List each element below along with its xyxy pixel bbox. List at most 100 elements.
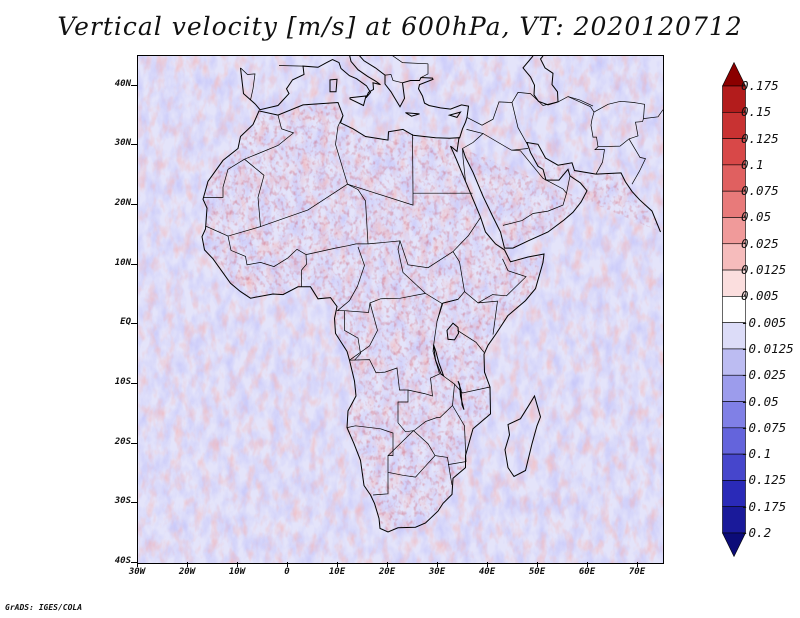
border-segment (278, 65, 304, 67)
border-segment (593, 100, 645, 148)
vertical-velocity-field (138, 56, 663, 563)
madagascar-coastline (504, 394, 542, 478)
border-segment (466, 101, 529, 146)
border-segment (349, 302, 378, 361)
grads-credit: GrADS: IGES/COLA (5, 603, 83, 612)
colorbar-tick-label: 0.125 (741, 130, 779, 146)
border-segment (420, 63, 429, 78)
colorbar-tick-label: -0.1 (741, 446, 772, 462)
lat-tick-label: 20N (114, 198, 131, 209)
lon-tick-mark (237, 562, 238, 567)
colorbar-min-triangle (722, 532, 746, 557)
lon-tick-label: 40E (478, 567, 496, 577)
border-segment (397, 373, 455, 433)
colorbar-tick-label: -0.05 (741, 393, 779, 409)
border-segment (436, 299, 458, 322)
coastlines (201, 56, 661, 533)
lon-tick-label: 70E (628, 567, 646, 577)
colorbar-tick-label: -0.005 (741, 314, 787, 330)
lat-tick-label: EQ (120, 317, 131, 328)
border-segment (203, 158, 245, 198)
border-segment (566, 175, 571, 194)
colorbar-tick-label: 0.005 (741, 288, 779, 304)
colorbar-tick-label: 0.075 (741, 183, 779, 199)
lat-tick-mark (131, 204, 137, 206)
lon-tick-mark (387, 562, 388, 567)
map-title: Vertical velocity [m/s] at 600hPa, VT: 2… (57, 12, 743, 41)
lat-tick-label: 10N (114, 257, 131, 268)
border-segment (344, 310, 361, 361)
border-segment (567, 96, 594, 107)
colorbar-tick-label: 0.05 (741, 209, 772, 225)
lat-tick-mark (131, 562, 137, 563)
lat-tick-label: 40S (114, 556, 131, 566)
border-segment (452, 251, 465, 292)
colorbar (722, 62, 746, 557)
lake-victoria-outline (446, 322, 460, 341)
border-segment (227, 158, 307, 287)
lon-tick-label: 30W (128, 567, 146, 577)
lat-tick-label: 20S (114, 436, 131, 447)
border-segment (399, 217, 481, 269)
border-segment (643, 109, 663, 119)
lake-malawi-outline (457, 380, 465, 410)
colorbar-tick-label: 0.025 (741, 235, 779, 251)
lon-tick-mark (537, 562, 538, 567)
lat-tick-mark (131, 263, 137, 265)
colorbar-tick-label: -0.125 (741, 472, 787, 488)
colorbar-tick-label: 0.175 (741, 78, 779, 93)
border-segment (477, 258, 527, 304)
lat-tick-label: 30N (114, 138, 131, 149)
border-segment (462, 148, 466, 182)
lat-tick-mark (131, 383, 137, 385)
lat-tick-label: 30S (114, 496, 131, 507)
sardinia-coastline (329, 78, 338, 93)
lon-tick-label: 20E (378, 567, 396, 577)
lat-tick-mark (131, 84, 137, 86)
lon-tick-label: 0 (284, 567, 290, 577)
lat-tick-mark (131, 442, 137, 444)
lat-tick-mark (131, 502, 137, 504)
colorbar-tick-label: 0.0125 (741, 262, 787, 278)
lon-tick-label: 10W (228, 567, 246, 577)
lon-tick-mark (637, 562, 638, 567)
border-segment (502, 149, 567, 226)
cyprus-coastline (447, 111, 462, 118)
border-segment (347, 134, 414, 206)
border-segment (454, 383, 491, 394)
border-segment (244, 115, 295, 160)
sicily-coastline (349, 95, 367, 107)
lon-tick-mark (587, 562, 588, 567)
border-segment (628, 138, 647, 185)
border-segment (260, 183, 369, 255)
lat-tick-mark (131, 144, 137, 146)
border-segment (240, 67, 256, 101)
africa-coastline (201, 101, 545, 533)
border-segment (457, 330, 485, 353)
balkans-coastline (359, 56, 470, 139)
lat-tick-label: 40N (114, 78, 131, 89)
border-segment (349, 303, 443, 397)
border-segment (384, 74, 403, 84)
colorbar-tick-label: -0.2 (741, 525, 772, 540)
border-segment (462, 129, 484, 149)
lon-tick-label: 50E (528, 567, 546, 577)
lon-tick-label: 20W (178, 567, 196, 577)
lon-tick-mark (137, 562, 138, 567)
arabia-coastline (462, 141, 661, 249)
lon-tick-mark (437, 562, 438, 567)
border-segment (387, 455, 436, 478)
border-segment (205, 225, 229, 237)
colorbar-tick-label: -0.175 (741, 498, 787, 514)
lon-tick-mark (337, 562, 338, 567)
lat-tick-mark (131, 323, 137, 325)
lon-tick-label: 10E (328, 567, 346, 577)
colorbar-tick-label: -0.0125 (741, 340, 794, 356)
colorbar-tick-label: 0.15 (741, 104, 772, 120)
europe-coastline (240, 56, 381, 111)
colorbar-tick-label: -0.025 (741, 367, 787, 383)
lon-tick-label: 60E (578, 567, 596, 577)
map-plot-area[interactable] (137, 55, 664, 564)
lon-tick-label: 30E (428, 567, 446, 577)
lon-tick-mark (287, 562, 288, 567)
